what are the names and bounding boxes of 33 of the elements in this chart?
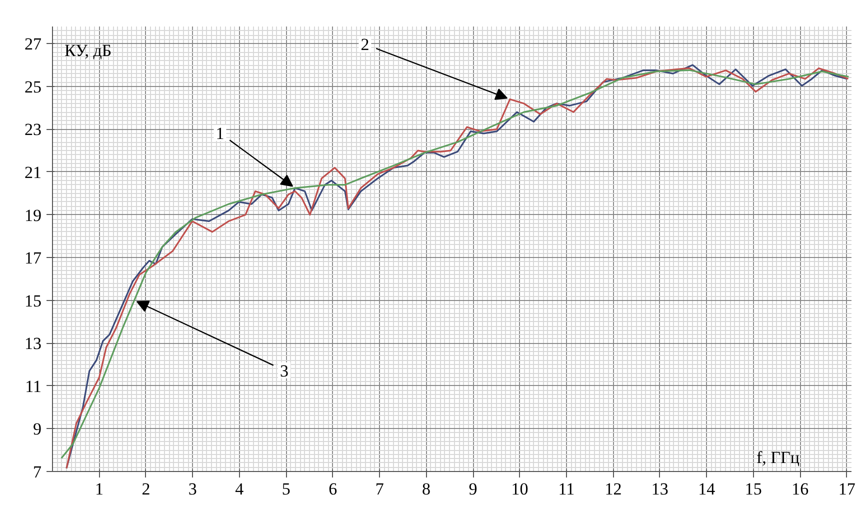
x-tick-label: 9 — [468, 480, 478, 498]
x-tick-label: 1 — [94, 480, 104, 498]
annotation: 3 — [280, 361, 289, 380]
x-tick-label: 14 — [698, 480, 716, 498]
x-axis-title: f, ГГц — [756, 448, 800, 467]
x-tick-label: 12 — [604, 480, 622, 498]
annotation: 2 — [360, 35, 370, 54]
x-tick-label: 8 — [422, 480, 431, 498]
y-tick-label: 27 — [24, 34, 42, 54]
x-tick-label: 4 — [235, 480, 244, 498]
y-tick-label: 15 — [24, 291, 42, 310]
y-tick-label: 25 — [24, 77, 42, 96]
y-tick-label: 17 — [24, 248, 42, 268]
x-tick-label: 17 — [838, 480, 856, 498]
y-tick-label: 19 — [24, 206, 42, 225]
x-tick-label: 10 — [511, 480, 528, 498]
annotation: 1 — [216, 124, 224, 144]
x-tick-label: 11 — [558, 480, 575, 498]
x-tick-label: 3 — [188, 480, 197, 498]
y-tick-label: 23 — [24, 120, 42, 140]
y-tick-label: 11 — [25, 376, 42, 396]
x-tick-label: 5 — [282, 480, 290, 498]
y-tick-label: 7 — [33, 462, 42, 482]
x-tick-label: 13 — [651, 480, 668, 498]
y-tick-label: 21 — [24, 162, 42, 182]
y-tick-label: 13 — [24, 334, 42, 354]
x-tick-label: 7 — [375, 480, 384, 498]
x-tick-label: 6 — [328, 480, 338, 498]
x-tick-label: 15 — [744, 480, 762, 498]
y-tick-label: 9 — [33, 420, 42, 439]
y-axis-title: КУ, дБ — [64, 41, 112, 60]
x-tick-label: 2 — [142, 480, 150, 498]
x-tick-label: 16 — [792, 480, 809, 498]
